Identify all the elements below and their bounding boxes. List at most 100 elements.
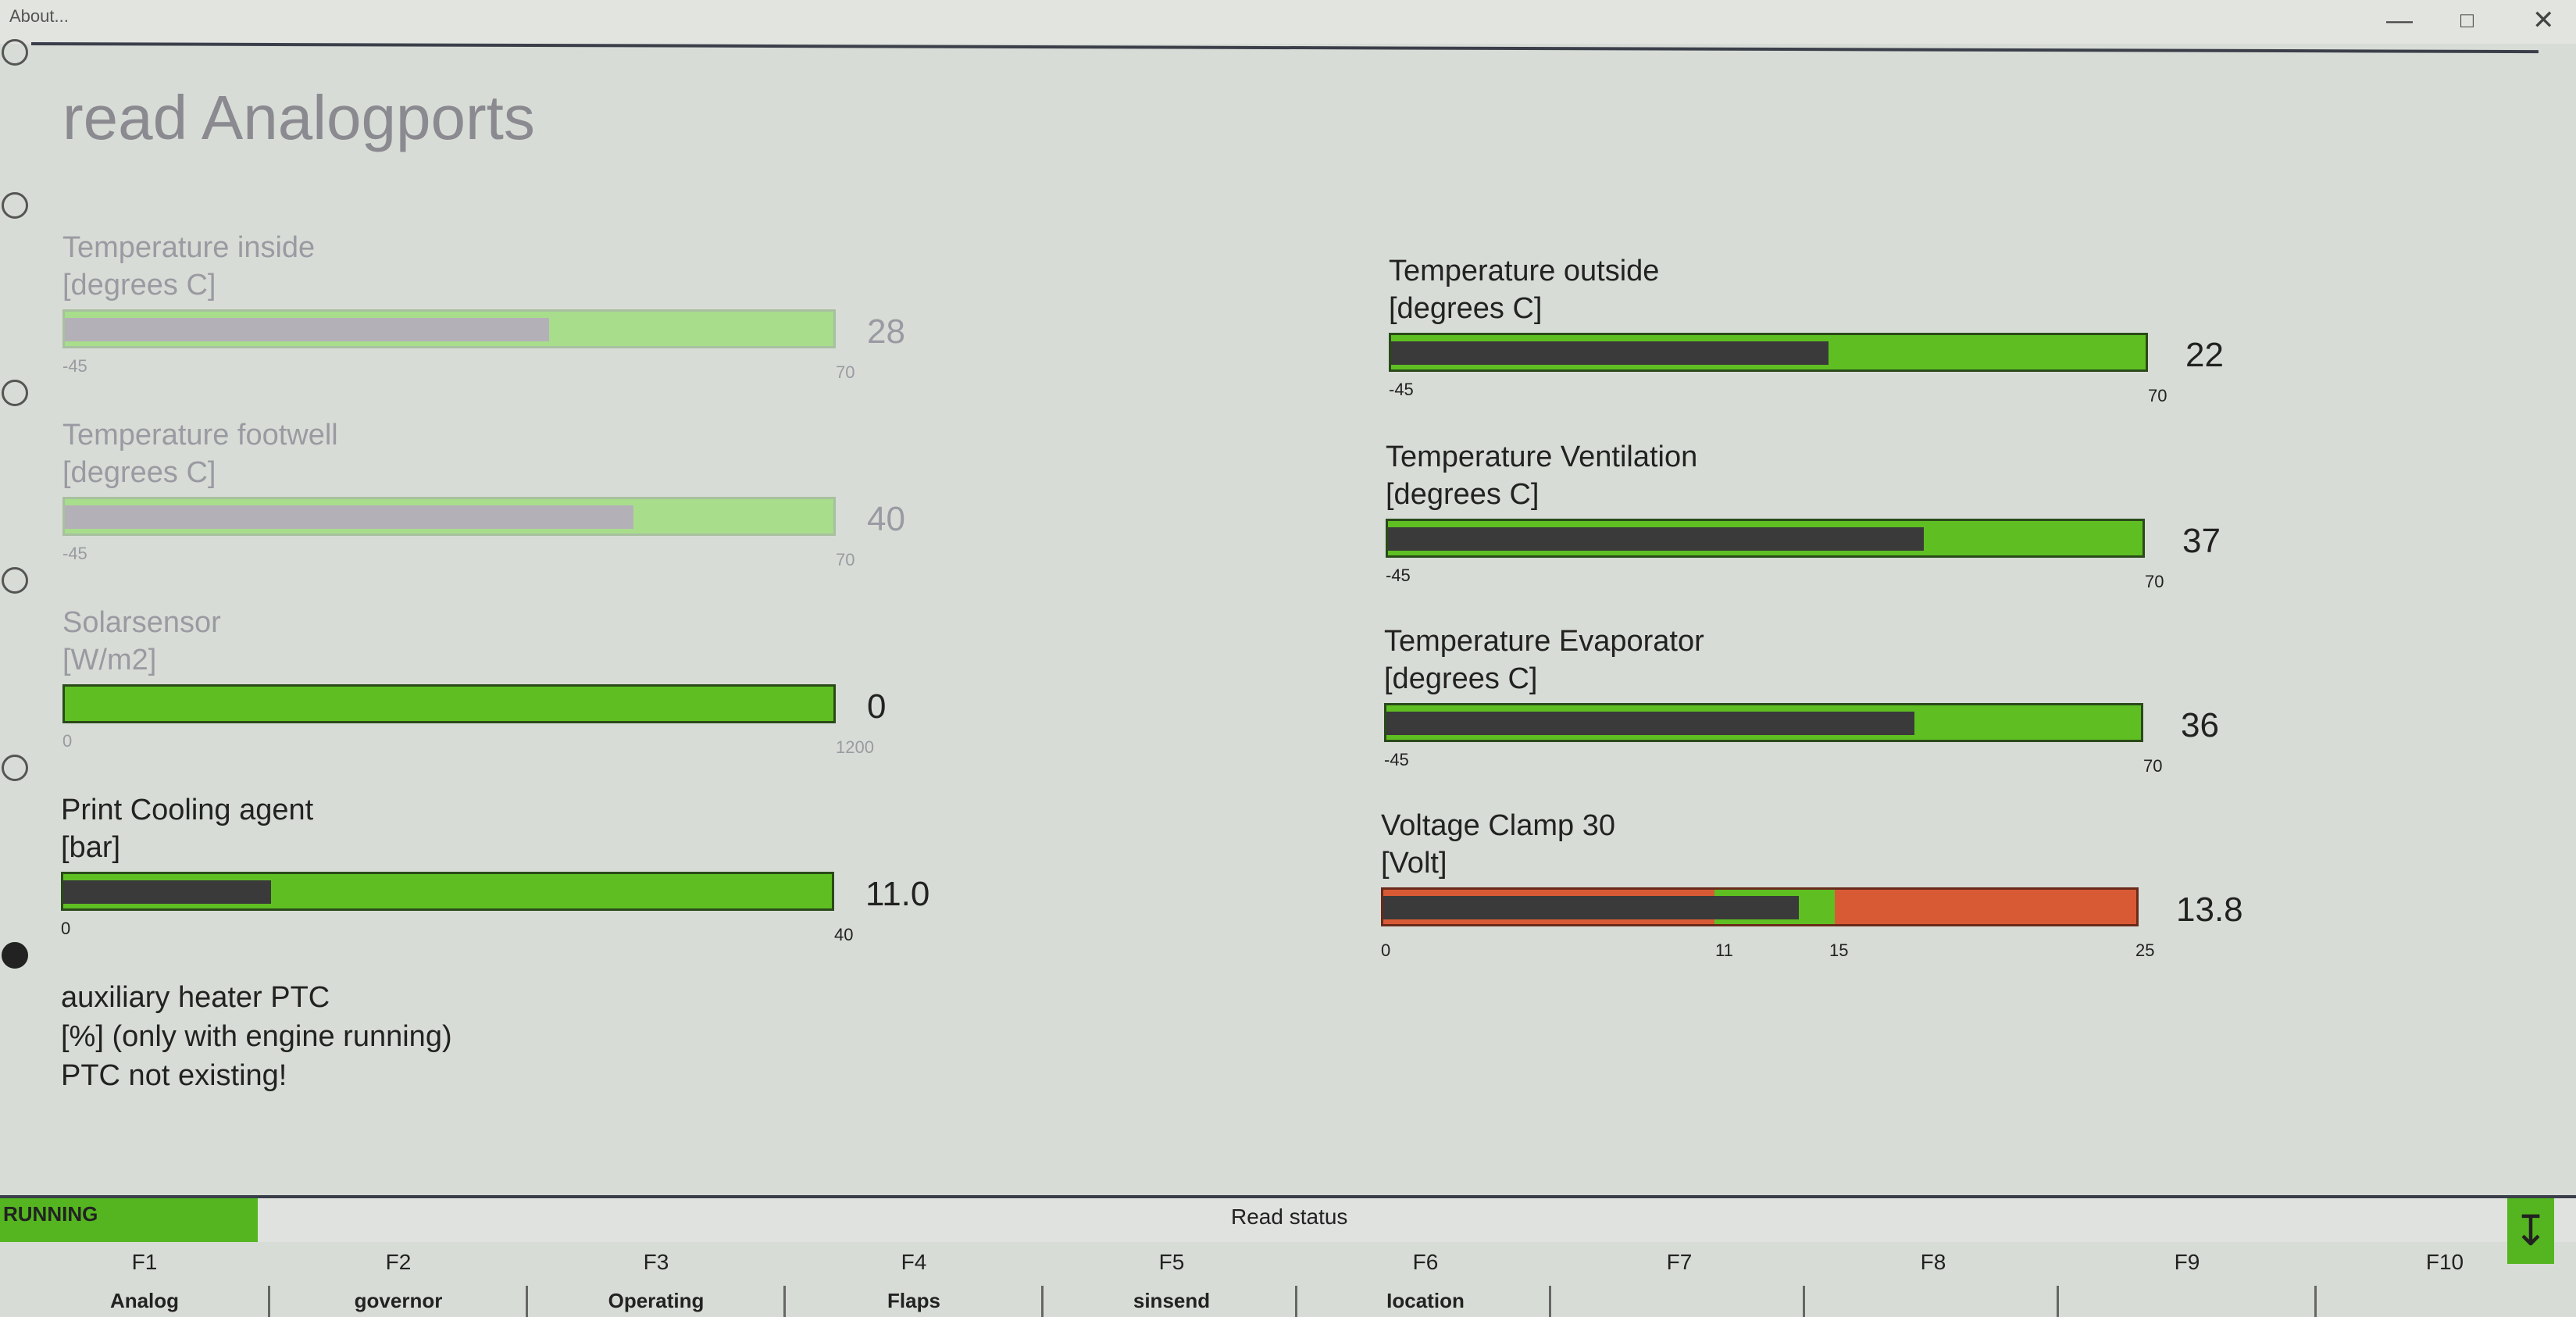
fkey-f3[interactable]: F3 Operating (527, 1242, 785, 1317)
fkey-f1[interactable]: F1 Analog (16, 1242, 273, 1317)
gauge-value: 37 (2182, 522, 2221, 560)
gauge-max: 70 (836, 550, 855, 569)
fkey-f2[interactable]: F2 governor (269, 1242, 527, 1317)
function-key-bar: F1 Analog F2 governor F3 Operating F4 Flaps F5 si… (0, 1242, 2576, 1317)
fkey-number: F3 (643, 1250, 669, 1274)
fkey-f5[interactable]: F5 sinsend (1043, 1242, 1300, 1317)
gauge-unit: [degrees C] (1384, 662, 1538, 695)
fkey-number: F9 (2174, 1250, 2200, 1274)
gauge-label: Print Cooling agent (61, 794, 314, 826)
gauge-fill (1391, 341, 1829, 365)
fkey-number: F2 (385, 1250, 412, 1274)
gauge-bar (1384, 703, 2143, 742)
gauge-min: -45 (1384, 750, 1409, 769)
fkey-label: Іocation (1386, 1289, 1465, 1312)
gauge-value: 28 (867, 312, 905, 351)
gauge-bar (62, 309, 836, 348)
status-bar: RUNNING Read status ↧ (0, 1195, 2576, 1264)
gauge-label: Solarsensor (62, 606, 221, 639)
gauge-max: 70 (2145, 572, 2164, 591)
fkey-separator (1041, 1286, 1044, 1317)
gauge-label: Temperature Ventilation (1386, 441, 1698, 473)
fkey-separator (526, 1286, 528, 1317)
voltage-bar (1381, 887, 2139, 926)
gauge-bar (62, 684, 836, 723)
fkey-f6[interactable]: F6 Іocation (1297, 1242, 1554, 1317)
fkey-separator (783, 1286, 786, 1317)
fkey-number: F5 (1158, 1250, 1185, 1274)
radio-button[interactable] (2, 755, 28, 781)
gauge-label: Temperature inside (62, 231, 316, 264)
gauge-min: -45 (1389, 380, 1414, 399)
gauge-label: Temperature outside (1389, 255, 1660, 287)
fkey-f9[interactable]: F9 (2058, 1242, 2316, 1317)
gauge-min: 0 (61, 919, 71, 938)
gauge-fill (65, 318, 549, 341)
fkey-separator (1803, 1286, 1805, 1317)
aux-heater-unit: [%] (only with engine running) (61, 1020, 452, 1053)
gauge-unit: [degrees C] (1386, 478, 1540, 511)
fkey-number: F1 (131, 1250, 158, 1274)
fkey-separator (1295, 1286, 1297, 1317)
fkey-f8[interactable]: F8 (1804, 1242, 2062, 1317)
maximize-icon[interactable]: □ (2460, 8, 2474, 32)
fkey-f10[interactable]: F10 (2316, 1242, 2574, 1317)
fkey-separator (2314, 1286, 2317, 1317)
fkey-label: sinsend (1133, 1289, 1211, 1312)
window-titlebar: About... — □ ✕ (0, 0, 2576, 44)
page-title: read Analogports (62, 83, 535, 152)
fkey-f4[interactable]: F4 Flaps (785, 1242, 1043, 1317)
radio-button[interactable] (2, 39, 28, 66)
gauge-value: 36 (2181, 706, 2219, 744)
gauge-max: 40 (834, 925, 854, 944)
gauge-value: 40 (867, 500, 905, 538)
radio-button[interactable] (2, 380, 28, 406)
gauge-max: 70 (2143, 756, 2163, 776)
aux-heater-info: auxiliary heater PTC [%] (only with engi… (61, 978, 452, 1095)
gauge-unit: [W/m2] (62, 644, 157, 676)
gauge-fill (65, 505, 633, 529)
aux-heater-title: auxiliary heater PTC (61, 981, 330, 1014)
fkey-separator (1549, 1286, 1551, 1317)
gauge-min: -45 (62, 544, 87, 563)
gauge-fill (63, 880, 271, 904)
gauge-bar (62, 497, 836, 536)
gauge-bar (1389, 333, 2148, 372)
minimize-icon[interactable]: — (2386, 5, 2413, 35)
gauge-label: Temperature footwell (62, 419, 338, 451)
gauge-max: 70 (2148, 386, 2167, 405)
gauge-fill (1386, 712, 1914, 735)
gauge-unit: [bar] (61, 831, 121, 864)
gauge-max: 1200 (836, 737, 874, 757)
about-menu[interactable]: About... (9, 6, 69, 26)
fkey-number: F7 (1666, 1250, 1693, 1274)
gauge-unit: [degrees C] (62, 456, 216, 489)
gauge-min: 0 (1381, 940, 1391, 960)
fkey-f7[interactable]: F7 (1550, 1242, 1808, 1317)
fkey-number: F8 (1920, 1250, 1946, 1274)
gauge-value: 13.8 (2176, 890, 2243, 929)
gauge-label: Temperature Evaporator (1384, 625, 1704, 658)
fkey-label: Flaps (887, 1289, 940, 1312)
fkey-number: F4 (901, 1250, 927, 1274)
radio-button[interactable] (2, 192, 28, 219)
fkey-number: F10 (2425, 1250, 2464, 1274)
aux-heater-status: PTC not existing! (61, 1059, 287, 1092)
gauge-unit: [degrees C] (62, 269, 216, 302)
fkey-number: F6 (1412, 1250, 1439, 1274)
radio-button[interactable] (2, 567, 28, 594)
close-icon[interactable]: ✕ (2532, 5, 2555, 35)
gauge-unit: [degrees C] (1389, 292, 1543, 325)
radio-button-selected[interactable] (2, 942, 28, 969)
title-separator (30, 42, 2539, 54)
gauge-unit: [Volt] (1381, 847, 1447, 880)
fkey-separator (268, 1286, 270, 1317)
gauge-bar (1386, 519, 2145, 558)
gauge-min: 0 (62, 731, 73, 751)
gauge-min: -45 (62, 356, 87, 376)
gauge-value: 11.0 (865, 875, 930, 913)
fkey-label: governor (354, 1289, 443, 1312)
fkey-separator (2057, 1286, 2059, 1317)
down-arrow-icon[interactable]: ↧ (2507, 1198, 2554, 1264)
